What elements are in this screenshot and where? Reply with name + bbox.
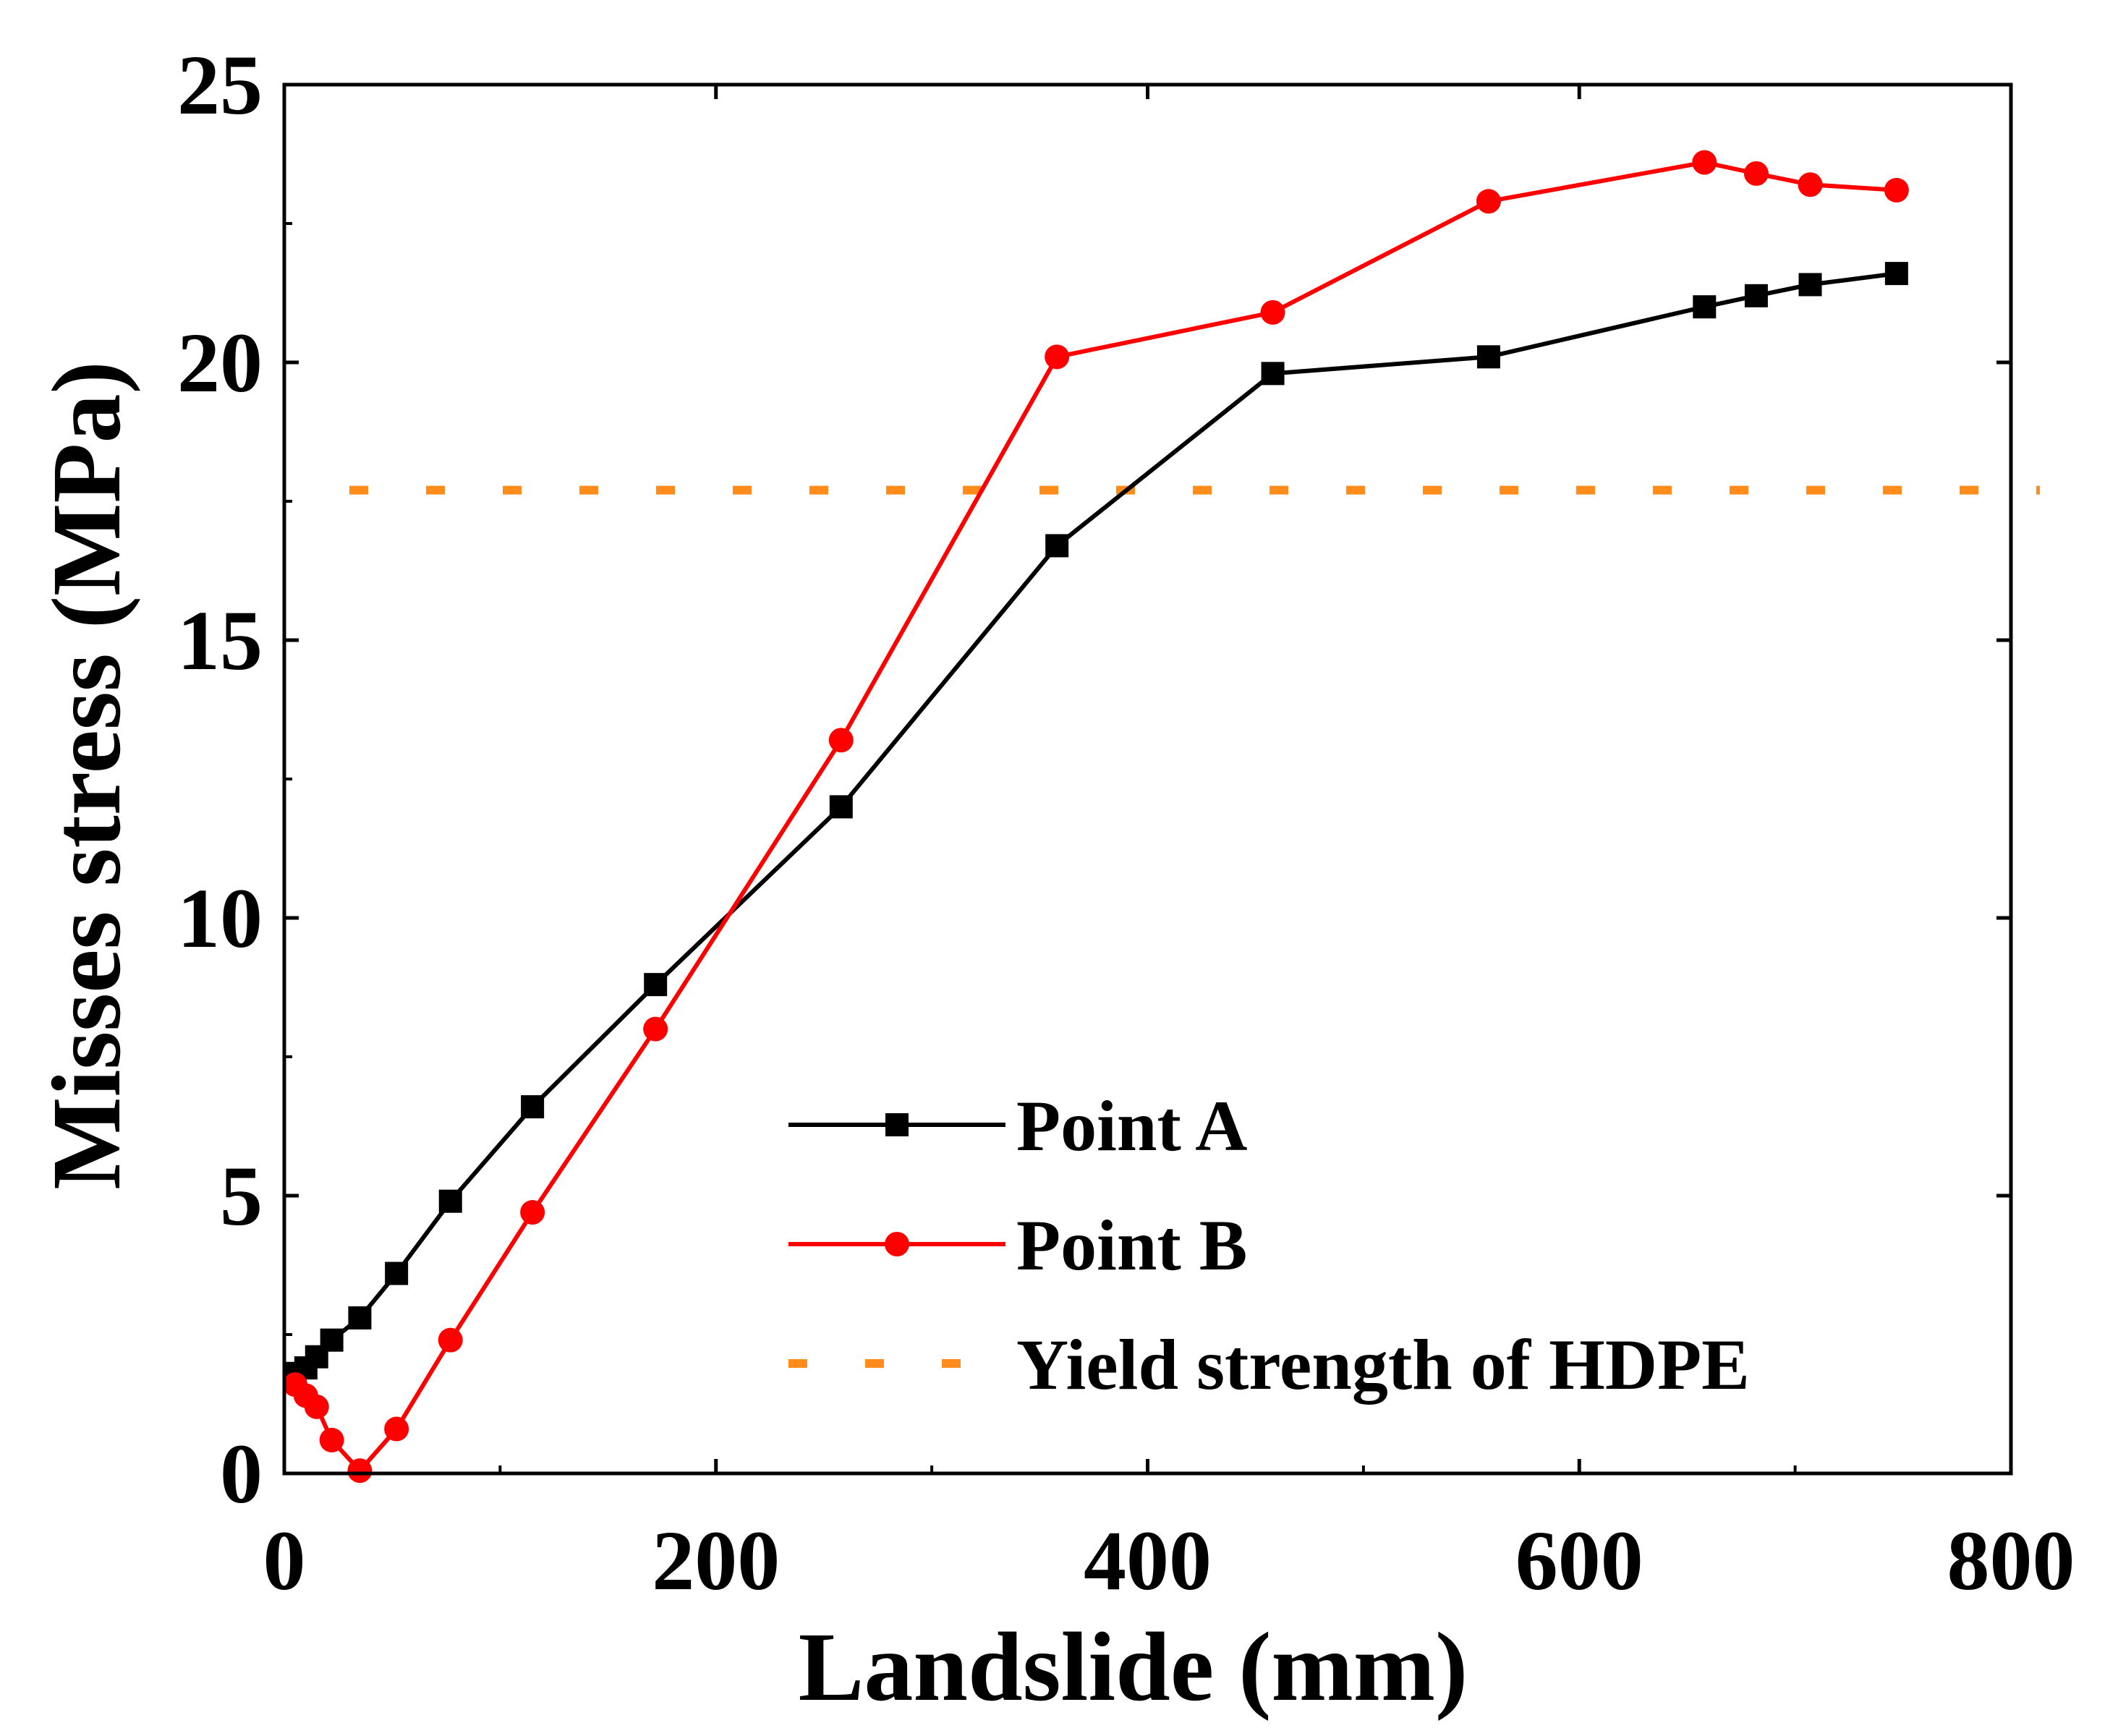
x-tick-label: 800 [1947, 1513, 2075, 1608]
point-b-marker [319, 1427, 344, 1452]
point-a-marker [348, 1306, 372, 1329]
point-b-marker [1260, 299, 1285, 325]
point-a-marker [320, 1328, 344, 1352]
point-b-marker [304, 1394, 329, 1419]
axes: 0 200 400 600 800 0 5 10 15 20 25 Landslide (mm) Mis… [33, 38, 2075, 1722]
point-a-marker [1744, 284, 1768, 307]
point-b-marker [1476, 189, 1501, 214]
point-b-marker [438, 1327, 463, 1353]
point-b-marker [1798, 172, 1823, 197]
y-tick-label: 20 [177, 315, 263, 410]
point-a-marker [385, 1261, 409, 1285]
series-group [282, 150, 1909, 1484]
point-a-marker [1045, 534, 1069, 558]
legend-marker-point-b [885, 1232, 909, 1256]
point-a-marker [829, 795, 853, 819]
y-tick-label: 5 [220, 1149, 263, 1243]
point-b-marker [1743, 161, 1769, 186]
point-b-marker [828, 728, 854, 753]
x-tick-label: 600 [1515, 1513, 1643, 1608]
point-a-marker [644, 973, 668, 997]
legend-label-point-b: Point B [1016, 1205, 1247, 1285]
point-b-marker [1884, 177, 1909, 203]
x-tick-label: 0 [263, 1513, 306, 1608]
point-b-marker [520, 1200, 545, 1225]
point-b-marker [643, 1016, 668, 1042]
point-a-marker [1798, 273, 1822, 297]
point-b-marker [1692, 150, 1717, 175]
legend-label-point-a: Point A [1016, 1086, 1247, 1166]
point-b-marker [384, 1416, 409, 1442]
point-a-marker [1476, 345, 1500, 369]
point-a-marker [438, 1189, 462, 1213]
point-b-marker [1045, 344, 1070, 370]
y-tick-label: 0 [220, 1426, 263, 1521]
point-a-marker [1884, 262, 1908, 286]
x-tick-label: 200 [652, 1513, 780, 1608]
y-tick-label: 25 [177, 38, 263, 132]
legend-marker-point-a [885, 1113, 909, 1136]
legend: Point A Point B Yield strength of HDPE [788, 1086, 1750, 1405]
point-a-marker [1693, 295, 1717, 319]
point-a-marker [1261, 362, 1285, 386]
point-a-marker [521, 1095, 545, 1119]
y-tick-label: 10 [177, 871, 263, 966]
point-b-marker [347, 1458, 373, 1484]
x-axis-title: Landslide (mm) [799, 1613, 1468, 1722]
x-tick-label: 400 [1084, 1513, 1212, 1608]
y-tick-label: 15 [177, 593, 263, 688]
legend-label-yield-strength-of-hdpe: Yield strength of HDPE [1016, 1324, 1750, 1405]
y-axis-title: Misses stress (MPa) [33, 361, 141, 1190]
